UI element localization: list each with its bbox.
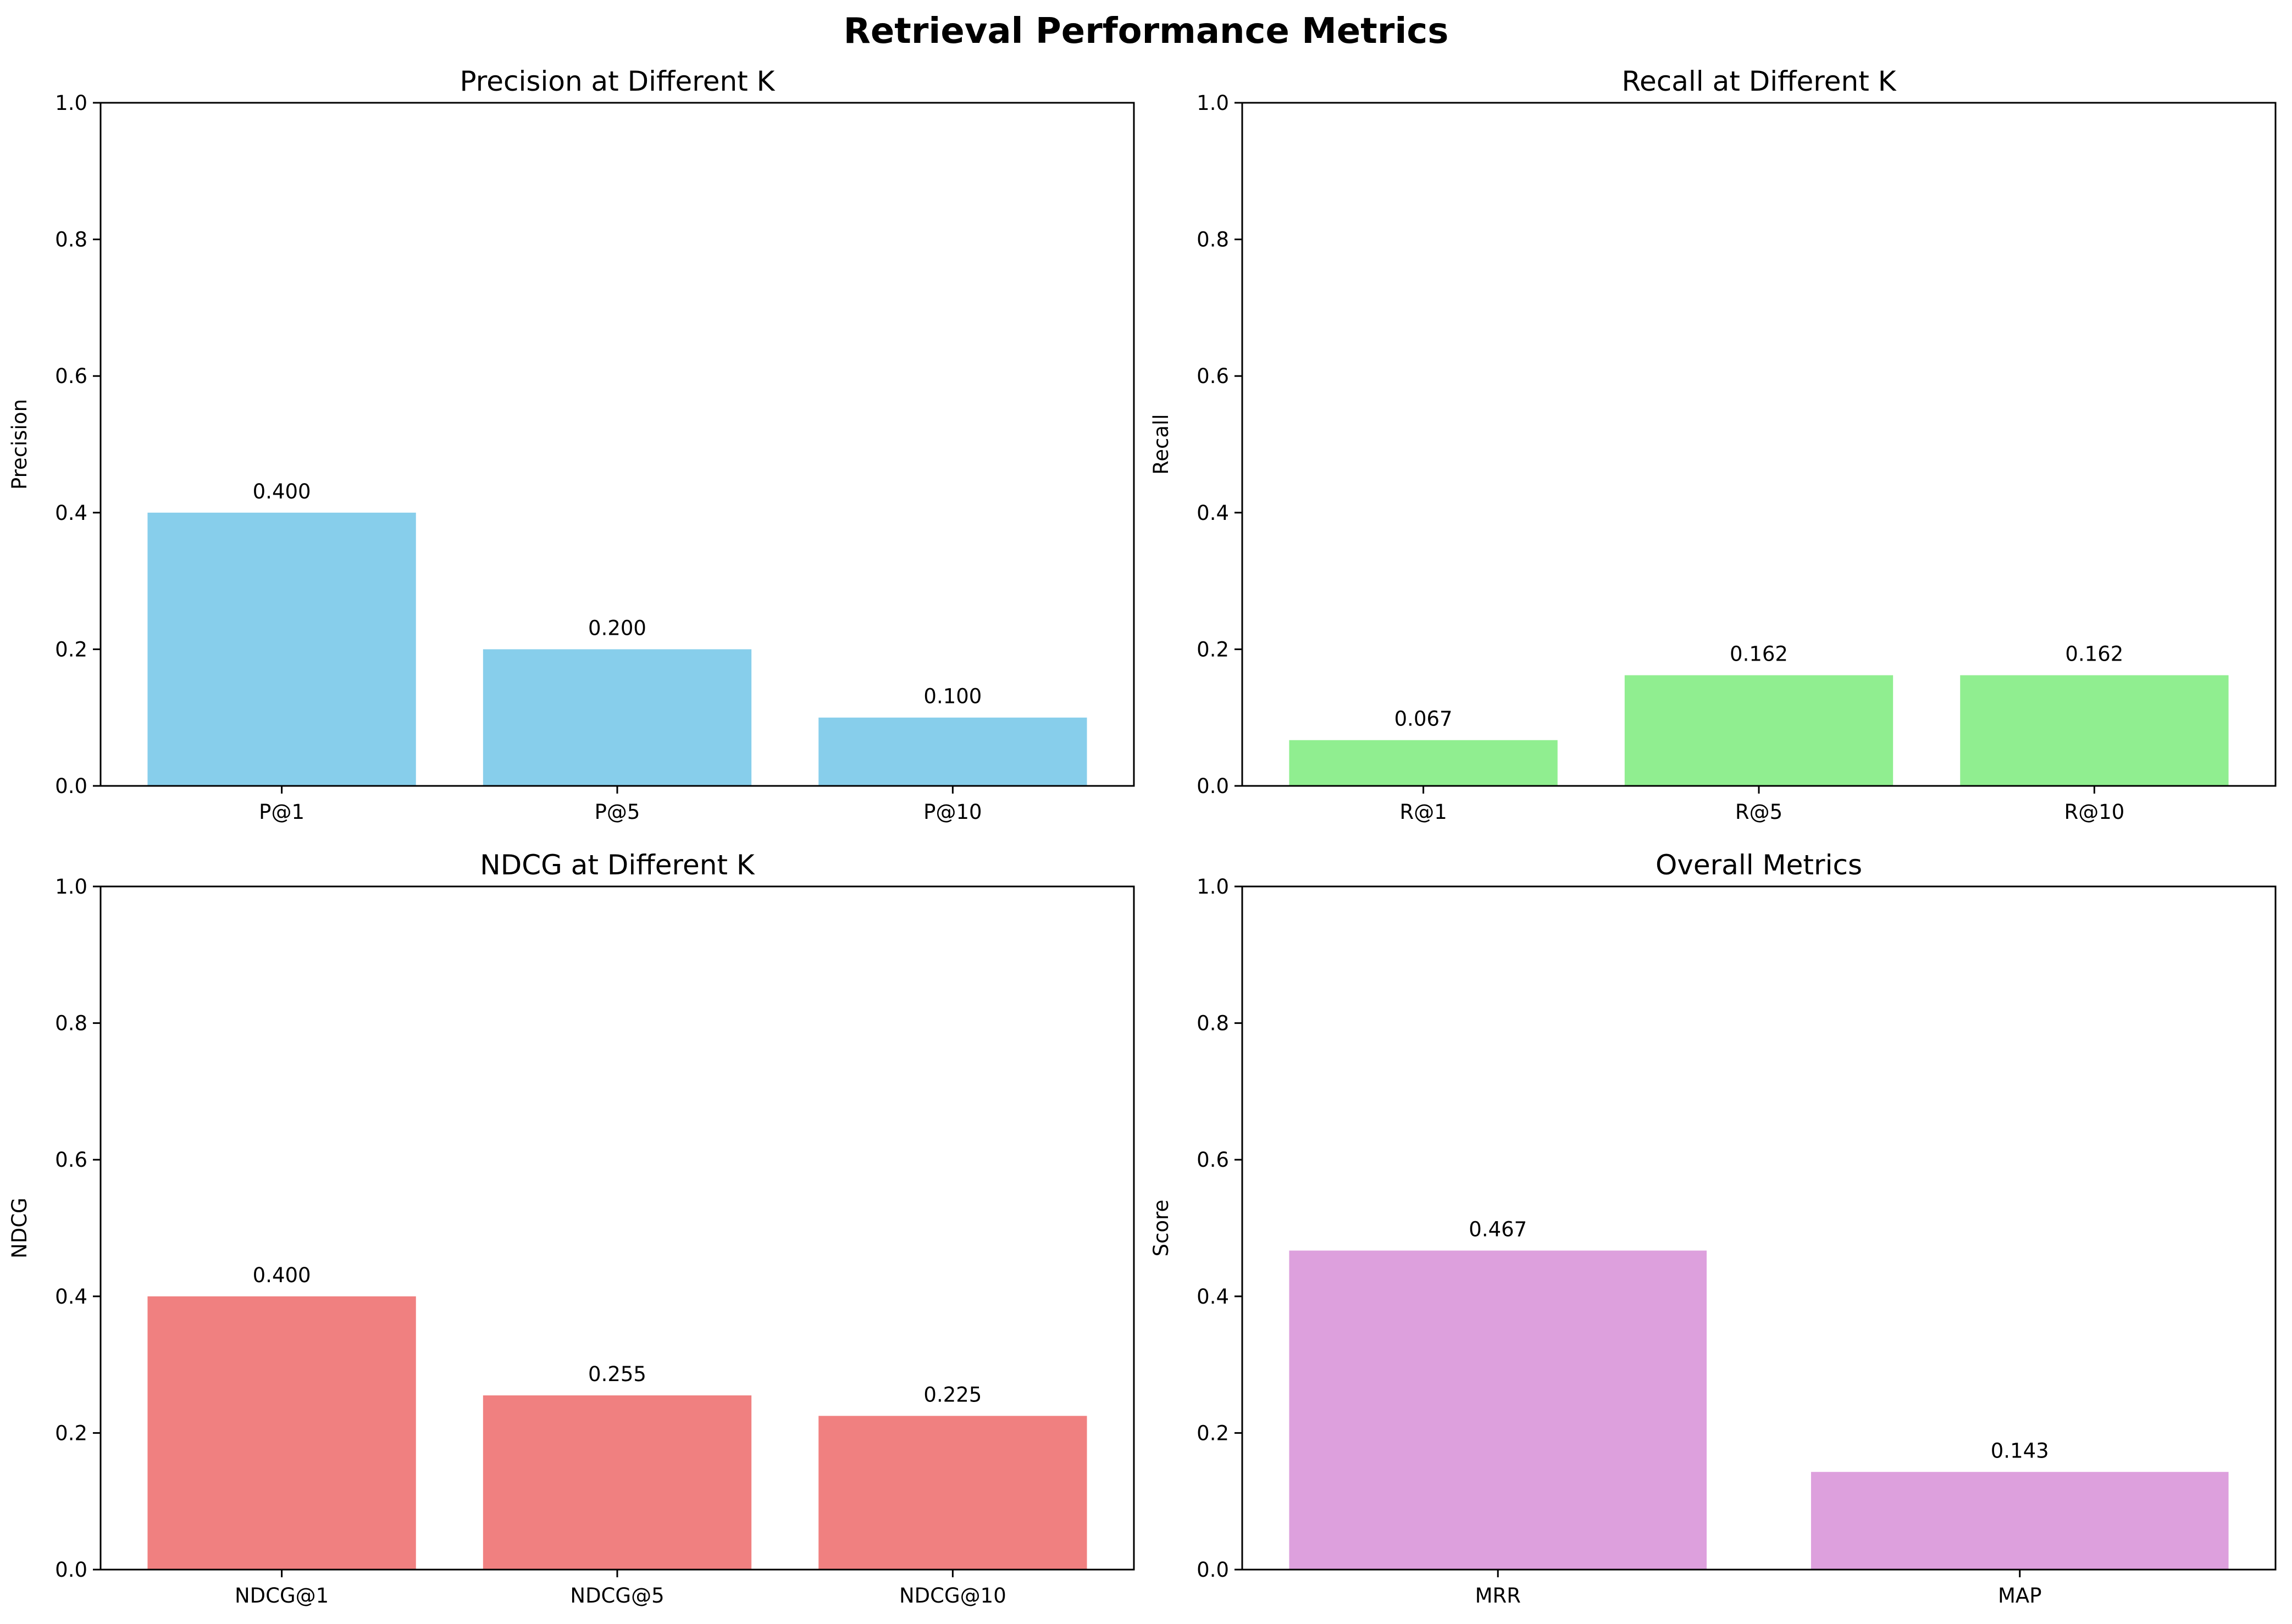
bar-ndcg-at-10	[818, 1416, 1087, 1570]
axes-frame	[99, 885, 1135, 1571]
axes-frame	[99, 102, 1135, 787]
bar-value-label: 0.467	[1469, 1218, 1527, 1241]
y-tick-label: 0.2	[55, 638, 87, 661]
subplot-3: NDCG at Different K 0.0 0.2 0.4 0.6 0.8 1.0 NDC…	[8, 849, 1135, 1608]
bar-r-at-10	[1960, 675, 2229, 786]
bar-mrr	[1289, 1250, 1707, 1570]
x-tick-label: P@5	[595, 800, 640, 824]
subplot-1: Precision at Different K 0.0 0.2 0.4 0.6 0.8 1…	[8, 65, 1135, 824]
x-tick-label: R@10	[2064, 800, 2124, 824]
bar-r-at-1	[1289, 740, 1558, 786]
y-tick-label: 0.4	[1197, 501, 1229, 525]
subplot-title: NDCG at Different K	[480, 849, 755, 881]
figure-suptitle: Retrieval Performance Metrics	[844, 11, 1449, 52]
axes-frame	[1241, 102, 2277, 787]
bar-value-label: 0.143	[1991, 1439, 2049, 1462]
y-tick-label: 1.0	[55, 875, 87, 899]
y-tick-label: 0.0	[1197, 774, 1229, 798]
bar-ndcg-at-1	[147, 1296, 416, 1570]
x-tick-label: NDCG@10	[899, 1584, 1006, 1608]
y-tick-label: 0.2	[55, 1421, 87, 1445]
y-tick-label: 0.8	[1197, 228, 1229, 252]
x-tick-label: R@1	[1399, 800, 1447, 824]
y-tick-label: 0.8	[1197, 1012, 1229, 1035]
bar-value-label: 0.225	[923, 1383, 982, 1406]
y-tick-label: 1.0	[1197, 91, 1229, 115]
y-tick-label: 0.6	[55, 1148, 87, 1172]
bar-value-label: 0.200	[588, 616, 646, 640]
y-tick-label: 0.2	[1197, 638, 1229, 661]
y-tick-label: 0.4	[55, 1285, 87, 1309]
subplot-title: Recall at Different K	[1622, 65, 1897, 97]
y-tick-label: 0.0	[55, 774, 87, 798]
bar-value-label: 0.400	[253, 1263, 311, 1287]
subplot-title: Overall Metrics	[1656, 849, 1862, 881]
y-tick-label: 0.2	[1197, 1421, 1229, 1445]
bar-value-label: 0.067	[1394, 707, 1453, 731]
y-tick-label: 0.4	[55, 501, 87, 525]
y-tick-label: 0.8	[55, 228, 87, 252]
y-tick-label: 0.6	[1197, 1148, 1229, 1172]
bar-p-at-1	[147, 512, 416, 786]
bar-value-label: 0.162	[1730, 642, 1788, 666]
x-tick-label: P@10	[923, 800, 982, 824]
bar-r-at-5	[1624, 675, 1894, 786]
x-tick-label: R@5	[1735, 800, 1782, 824]
x-tick-label: NDCG@5	[570, 1584, 664, 1608]
x-tick-label: P@1	[259, 800, 305, 824]
y-tick-label: 0.6	[55, 364, 87, 388]
bar-map	[1811, 1472, 2229, 1570]
bar-value-label: 0.100	[923, 685, 982, 708]
subplot-grid: Precision at Different K 0.0 0.2 0.4 0.6 0.8 1…	[8, 65, 2277, 1608]
y-tick-label: 0.4	[1197, 1285, 1229, 1309]
bar-value-label: 0.162	[2065, 642, 2123, 666]
y-tick-label: 0.0	[55, 1558, 87, 1582]
bar-value-label: 0.255	[588, 1362, 646, 1386]
axes-frame	[1241, 885, 2277, 1571]
subplot-title: Precision at Different K	[460, 65, 776, 97]
y-tick-label: 0.6	[1197, 364, 1229, 388]
x-tick-label: MAP	[1998, 1584, 2042, 1608]
y-axis-label: NDCG	[8, 1198, 31, 1259]
bar-p-at-5	[483, 649, 752, 786]
bar-ndcg-at-5	[483, 1395, 752, 1570]
y-tick-label: 1.0	[55, 91, 87, 115]
y-tick-label: 0.0	[1197, 1558, 1229, 1582]
y-axis-label: Score	[1149, 1200, 1173, 1257]
x-tick-label: MRR	[1475, 1584, 1521, 1608]
y-axis-label: Recall	[1149, 414, 1173, 474]
subplot-4: Overall Metrics 0.0 0.2 0.4 0.6 0.8 1.0 Score 0.…	[1149, 849, 2277, 1608]
bar-p-at-10	[818, 717, 1087, 786]
y-tick-label: 1.0	[1197, 875, 1229, 899]
x-tick-label: NDCG@1	[235, 1584, 329, 1608]
y-tick-label: 0.8	[55, 1012, 87, 1035]
subplot-2: Recall at Different K 0.0 0.2 0.4 0.6 0.8 1.0 R…	[1149, 65, 2277, 824]
y-axis-label: Precision	[8, 399, 31, 490]
bar-value-label: 0.400	[253, 480, 311, 503]
